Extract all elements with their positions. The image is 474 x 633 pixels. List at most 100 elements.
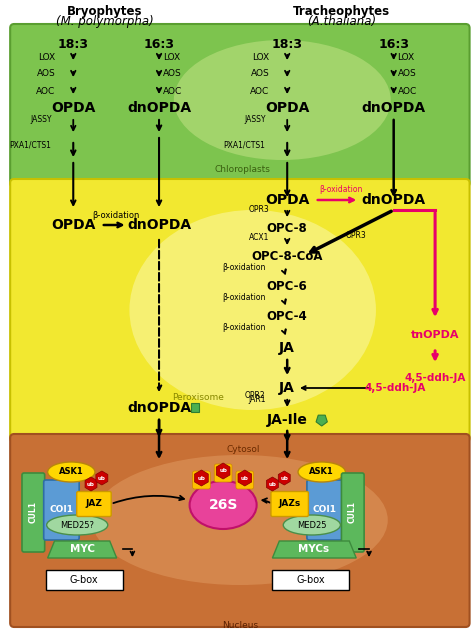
Text: 18:3: 18:3	[58, 37, 89, 51]
Ellipse shape	[174, 40, 391, 160]
Text: ub: ub	[280, 475, 288, 480]
Text: dnOPDA: dnOPDA	[127, 401, 191, 415]
Text: β-oxidation: β-oxidation	[222, 292, 265, 301]
Text: 18:3: 18:3	[272, 37, 303, 51]
Text: β-oxidation: β-oxidation	[319, 185, 362, 194]
Text: ub: ub	[268, 482, 276, 487]
FancyBboxPatch shape	[341, 473, 364, 552]
Text: Nucleus: Nucleus	[222, 622, 258, 630]
Text: COI1: COI1	[313, 506, 337, 515]
FancyBboxPatch shape	[44, 480, 79, 540]
Text: AOS: AOS	[37, 70, 55, 78]
Text: LOX: LOX	[252, 53, 269, 61]
Text: ub: ub	[87, 482, 95, 487]
FancyBboxPatch shape	[10, 24, 470, 187]
Text: β-oxidation: β-oxidation	[222, 322, 265, 332]
Text: β-oxidation: β-oxidation	[92, 211, 139, 220]
Text: AOS: AOS	[398, 70, 416, 78]
Text: PXA1/CTS1: PXA1/CTS1	[9, 141, 52, 149]
Text: CUL1: CUL1	[28, 501, 37, 523]
Polygon shape	[47, 541, 117, 558]
Text: AOS: AOS	[251, 70, 269, 78]
Text: (A.thaliana): (A.thaliana)	[307, 15, 376, 27]
Text: JASSY: JASSY	[244, 115, 265, 125]
Text: MED25?: MED25?	[60, 520, 94, 529]
FancyBboxPatch shape	[214, 464, 232, 482]
Text: ASK1: ASK1	[310, 468, 334, 477]
Text: 4,5-ddh-JA: 4,5-ddh-JA	[404, 373, 466, 383]
Text: AOC: AOC	[163, 87, 182, 96]
Polygon shape	[273, 541, 356, 558]
Text: OPC-8: OPC-8	[267, 223, 308, 235]
Text: tnOPDA: tnOPDA	[411, 330, 459, 340]
Text: Chloroplasts: Chloroplasts	[215, 165, 271, 175]
Text: LOX: LOX	[38, 53, 55, 61]
Text: 26S: 26S	[209, 498, 238, 512]
Ellipse shape	[190, 481, 256, 529]
Text: AOC: AOC	[36, 87, 55, 96]
Text: JAZ: JAZ	[85, 499, 102, 508]
Text: MYCs: MYCs	[298, 544, 329, 554]
Text: ub: ub	[198, 475, 205, 480]
Text: G-box: G-box	[297, 575, 325, 585]
Text: OPC-4: OPC-4	[267, 311, 308, 323]
Text: ub: ub	[219, 468, 227, 473]
Text: JAR1: JAR1	[248, 396, 265, 404]
Ellipse shape	[129, 210, 376, 410]
FancyBboxPatch shape	[271, 491, 309, 517]
Text: ASK1: ASK1	[59, 468, 84, 477]
Text: OPC-8-CoA: OPC-8-CoA	[251, 251, 323, 263]
Text: OPDA: OPDA	[51, 101, 95, 115]
Ellipse shape	[46, 515, 108, 535]
Bar	[273, 570, 349, 590]
Text: JA: JA	[279, 381, 295, 395]
FancyBboxPatch shape	[192, 471, 210, 489]
Text: AOS: AOS	[163, 70, 182, 78]
Text: dnOPDA: dnOPDA	[127, 101, 191, 115]
FancyBboxPatch shape	[22, 473, 45, 552]
FancyBboxPatch shape	[10, 434, 470, 627]
Text: OPDA: OPDA	[51, 218, 95, 232]
Text: ACX1: ACX1	[249, 234, 269, 242]
FancyBboxPatch shape	[77, 491, 111, 517]
Text: LOX: LOX	[163, 53, 180, 61]
FancyBboxPatch shape	[307, 480, 342, 540]
Text: Bryophytes: Bryophytes	[67, 6, 143, 18]
Text: JASSY: JASSY	[30, 115, 52, 125]
Ellipse shape	[47, 462, 95, 482]
Text: β-oxidation: β-oxidation	[222, 263, 265, 272]
Text: PXA1/CTS1: PXA1/CTS1	[224, 141, 265, 149]
Text: JA: JA	[279, 341, 295, 355]
Text: OPR2: OPR2	[245, 391, 265, 401]
Text: LOX: LOX	[398, 53, 415, 61]
Text: ub: ub	[241, 475, 249, 480]
Text: 16:3: 16:3	[144, 37, 174, 51]
Text: MYC: MYC	[70, 544, 95, 554]
Text: MED25: MED25	[297, 520, 327, 529]
FancyBboxPatch shape	[236, 471, 254, 489]
Ellipse shape	[283, 515, 340, 535]
Text: OPDA: OPDA	[265, 101, 310, 115]
Text: JAZs: JAZs	[278, 499, 301, 508]
Text: dnOPDA: dnOPDA	[127, 218, 191, 232]
Text: CUL1: CUL1	[348, 501, 357, 523]
Text: dnOPDA: dnOPDA	[362, 101, 426, 115]
Bar	[46, 570, 123, 590]
Ellipse shape	[298, 462, 346, 482]
Text: Tracheophytes: Tracheophytes	[293, 6, 390, 18]
Text: AOC: AOC	[398, 87, 417, 96]
Text: 4,5-ddh-JA: 4,5-ddh-JA	[365, 383, 426, 393]
Text: AOC: AOC	[250, 87, 269, 96]
Text: Peroxisome: Peroxisome	[173, 394, 224, 403]
Text: OPC-6: OPC-6	[267, 280, 308, 294]
Text: 16:3: 16:3	[378, 37, 409, 51]
Text: OPDA: OPDA	[265, 193, 310, 207]
Bar	[191, 403, 200, 412]
Text: OPR3: OPR3	[346, 232, 366, 241]
Text: OPR3: OPR3	[249, 206, 269, 215]
Text: Cytosol: Cytosol	[226, 446, 260, 454]
Text: G-box: G-box	[70, 575, 99, 585]
Text: ub: ub	[98, 475, 106, 480]
Text: JA-Ile: JA-Ile	[267, 413, 308, 427]
Text: COI1: COI1	[49, 506, 73, 515]
